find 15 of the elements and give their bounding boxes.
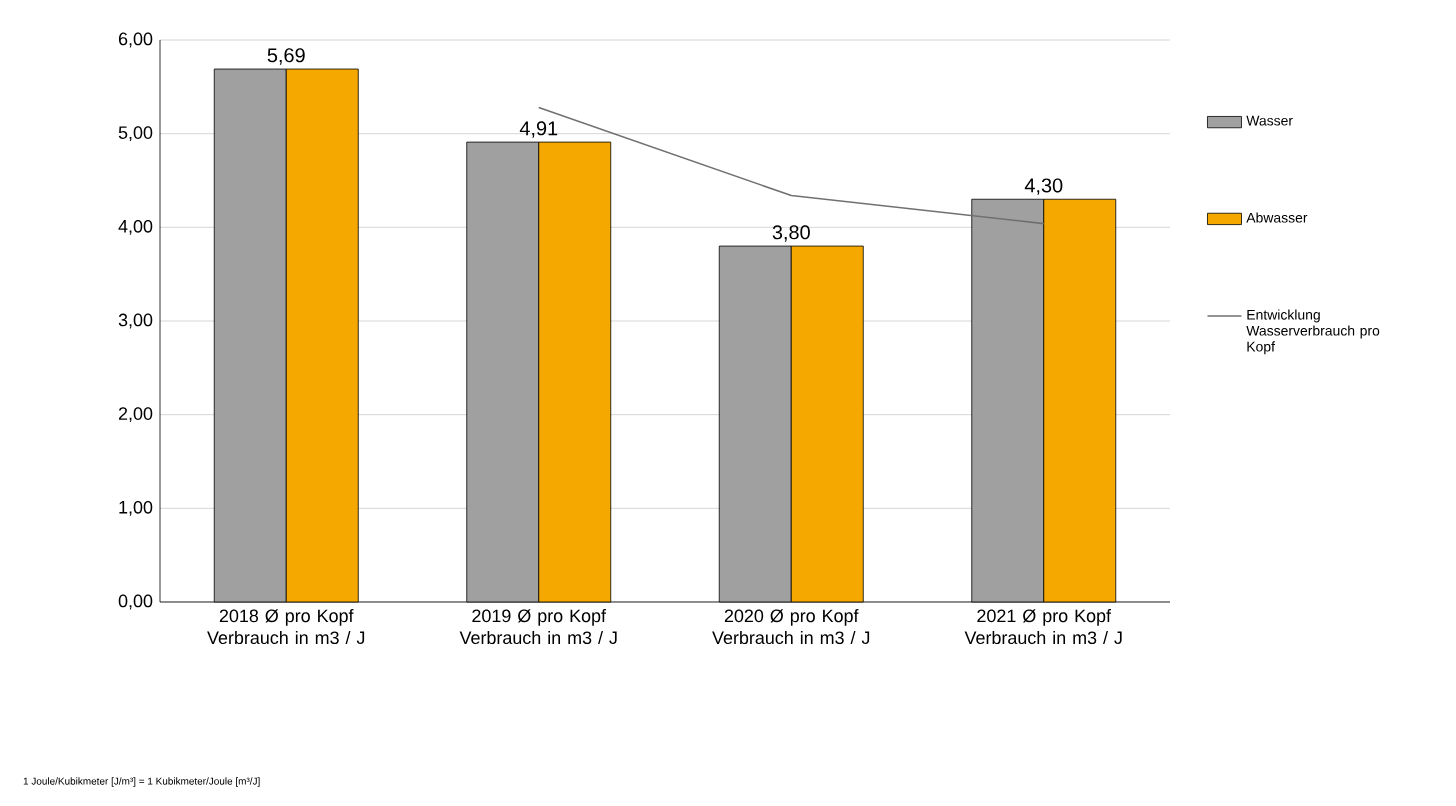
y-tick-label: 5,00 [118,126,153,142]
y-tick-label: 6,00 [118,32,153,48]
x-tick-label: 2018 Ø pro Kopf Verbrauch in m3 / J [207,609,365,645]
data-label: 4,30 [1024,178,1063,195]
data-label: 5,69 [267,48,305,65]
x-tick-label: 2020 Ø pro Kopf Verbrauch in m3 / J [712,609,870,645]
x-tick-label: 2021 Ø pro Kopf Verbrauch in m3 / J [964,609,1122,645]
y-tick-label: 2,00 [118,407,153,423]
data-label: 4,91 [519,121,558,138]
y-tick-label: 4,00 [118,219,153,235]
y-tick-label: 0,00 [118,594,153,610]
y-tick-label: 3,00 [118,313,153,329]
y-tick-label: 1,00 [119,500,153,516]
data-label: 3,80 [772,225,810,242]
x-tick-label: 2019 Ø pro Kopf Verbrauch in m3 / J [459,609,617,645]
